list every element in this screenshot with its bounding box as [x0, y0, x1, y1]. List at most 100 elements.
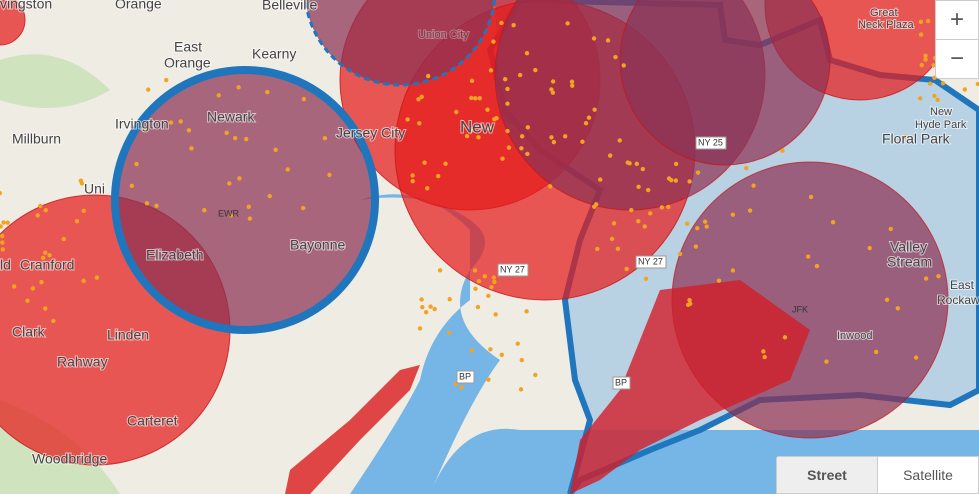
place-label: Linden: [107, 327, 149, 343]
incident-dot: [38, 203, 43, 209]
place-label: Neck Plaza: [858, 19, 915, 31]
incident-dot: [477, 96, 482, 101]
incident-dot: [569, 79, 575, 84]
incident-dot: [0, 233, 5, 239]
incident-dot: [923, 57, 928, 62]
incident-dot: [611, 221, 617, 226]
incident-dot: [327, 172, 332, 178]
incident-dot: [486, 293, 491, 299]
incident-dot: [762, 354, 767, 360]
incident-dot: [640, 166, 646, 172]
incident-dot: [473, 96, 478, 101]
incident-dot: [178, 119, 183, 124]
incident-dot: [273, 147, 278, 153]
zoom-in[interactable]: +: [949, 6, 964, 33]
incident-dot: [704, 224, 709, 229]
incident-dot: [873, 349, 879, 355]
incident-dot: [11, 284, 17, 289]
incident-dot: [446, 330, 452, 335]
incident-dot: [586, 115, 592, 120]
park: [0, 54, 120, 494]
incident-dot: [419, 297, 424, 302]
incident-dot: [43, 306, 48, 311]
incident-dot: [627, 161, 632, 166]
incident-dot: [730, 212, 736, 217]
incident-dot: [425, 186, 430, 191]
incident-dot: [659, 205, 665, 210]
incident-dot: [502, 76, 508, 82]
incident-dot: [267, 193, 272, 199]
shield: [695, 136, 727, 150]
incident-dot: [0, 224, 3, 229]
coverage-circle: [0, 0, 26, 46]
incident-dot: [459, 385, 464, 390]
incident-dot: [613, 54, 618, 60]
incident-dot: [687, 297, 692, 303]
coverage-circle: [619, 0, 831, 166]
shield-label: BP: [615, 377, 627, 387]
incident-dot: [695, 170, 701, 175]
incident-dot: [570, 83, 575, 88]
incident-dot: [903, 134, 908, 140]
incident-dot: [405, 117, 410, 122]
incident-dot: [550, 90, 556, 95]
incident-dot: [322, 135, 328, 141]
incident-dot: [695, 226, 700, 231]
zoom-out[interactable]: −: [936, 39, 978, 78]
incident-dot: [61, 236, 67, 242]
incident-dot: [472, 268, 478, 273]
incident-dot: [410, 173, 415, 178]
incident-dot: [923, 53, 928, 58]
incident-dot: [583, 121, 589, 126]
incident-dot: [519, 146, 524, 151]
incident-dot: [168, 120, 174, 125]
incident-dot: [643, 276, 649, 282]
incident-dot: [524, 309, 529, 314]
incident-dot: [830, 220, 836, 225]
place-label: Belleville: [262, 0, 317, 13]
incident-dot: [533, 372, 538, 378]
place-labels: vingston Orange Belleville East Orange K…: [0, 0, 979, 468]
incident-dot: [224, 130, 229, 136]
incident-dot: [884, 297, 890, 303]
place-label: Orange: [115, 0, 162, 12]
incident-dot: [246, 204, 251, 210]
place-label: Irvington: [115, 116, 169, 132]
incident-dot: [468, 128, 474, 133]
incident-dot: [425, 73, 431, 79]
incident-dot: [716, 278, 722, 283]
incident-dot: [189, 146, 194, 151]
incident-dot: [0, 240, 5, 245]
incident-dot: [0, 190, 3, 196]
incident-dot: [154, 203, 159, 209]
place-label: Floral Park: [882, 131, 951, 147]
incident-dot: [423, 310, 429, 315]
incident-dot: [517, 72, 523, 78]
place-label: Hyde Park: [915, 119, 967, 131]
street-layer[interactable]: Street: [777, 457, 878, 493]
shield: [497, 263, 529, 277]
incident-dot: [492, 279, 497, 285]
incident-dot: [476, 278, 482, 284]
incident-dot: [146, 87, 151, 92]
incident-dot: [636, 184, 641, 189]
place-label: New: [930, 106, 952, 118]
incident-dot: [432, 306, 437, 312]
incident-dot: [607, 153, 613, 158]
satellite-layer[interactable]: Satellite: [903, 467, 953, 483]
place-label: East: [174, 39, 202, 55]
incident-dot: [565, 21, 570, 26]
incident-dot: [730, 268, 736, 273]
incident-dot: [935, 97, 940, 103]
incident-dot: [525, 125, 531, 130]
place-label: Bayonne: [290, 237, 345, 253]
place-label: Millburn: [12, 131, 61, 147]
place-label: Woodbridge: [32, 451, 107, 467]
place-label: Union City: [418, 29, 469, 41]
incident-dot: [51, 318, 56, 324]
incident-dot: [39, 279, 44, 285]
incident-dot: [669, 178, 674, 183]
incident-dot: [515, 341, 520, 346]
incident-dot: [580, 139, 585, 144]
incident-dot: [629, 207, 634, 213]
